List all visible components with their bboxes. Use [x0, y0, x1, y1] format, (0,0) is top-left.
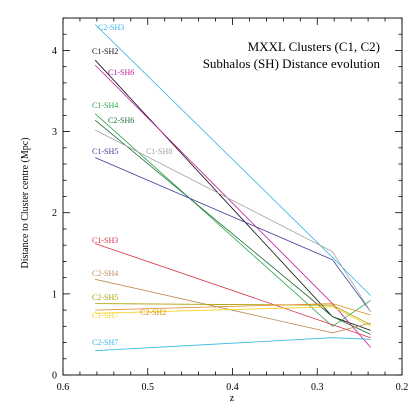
series-line-c1-sh4 — [94, 113, 371, 327]
series-label-c2-sh4: C2-SH4 — [92, 269, 118, 278]
series-labels: C2-SH3 C1-SH2 C1-SH6 C1-SH4 C2-SH6 C1-SH5 C1-S… — [92, 23, 172, 347]
x-tick-label: 0.2 — [396, 382, 409, 393]
series-label-c1-sh5: C1-SH5 — [92, 147, 118, 156]
series-label-c2-sh6: C2-SH6 — [108, 116, 134, 125]
x-axis-label: z — [230, 393, 235, 404]
x-tick-label: 0.5 — [142, 382, 155, 393]
series-line-c2-sh5 — [95, 303, 371, 326]
x-tick-label: 0.4 — [226, 382, 239, 393]
chart-title: MXXL Clusters (C1, C2) — [248, 39, 380, 54]
series-line-c1-sh3 — [95, 243, 371, 339]
series-label-c2-sh2: C2-SH2 — [140, 308, 166, 317]
x-tick-label: 0.6 — [57, 382, 70, 393]
series-lines — [94, 24, 371, 352]
series-label-c1-sh6: C1-SH6 — [108, 68, 134, 77]
series-line-c2-sh7 — [95, 337, 371, 352]
series-line-c2-sh2 — [95, 303, 371, 316]
series-label-c2-sh5: C2-SH5 — [92, 293, 118, 302]
series-label-c2-sh3: C2-SH3 — [98, 23, 124, 32]
y-tick-label: 3 — [52, 127, 57, 138]
y-axis-label: Distance to Cluster centre (Mpc) — [20, 137, 31, 268]
axis-ticks: 0.6 0.5 0.4 0.3 0.2 0 1 2 3 4 — [52, 17, 409, 393]
y-tick-label: 0 — [52, 371, 57, 382]
series-label-c1-sh4: C1-SH4 — [92, 101, 118, 110]
series-label-c1-sh3: C1-SH3 — [92, 236, 118, 245]
series-label-c1-sh7: C1-SH7 — [92, 311, 118, 320]
series-line-c1-sh8 — [95, 129, 371, 312]
y-tick-label: 1 — [52, 289, 57, 300]
series-line-c2-sh3 — [94, 24, 371, 296]
chart-subtitle: Subhalos (SH) Distance evolution — [203, 56, 381, 71]
series-line-c2-sh4 — [95, 278, 371, 334]
series-line-c1-sh2 — [94, 59, 371, 331]
series-line-c2-sh6 — [94, 119, 371, 335]
series-line-c1-sh7 — [95, 306, 371, 327]
x-tick-label: 0.3 — [311, 382, 324, 393]
y-tick-label: 4 — [52, 46, 57, 57]
series-line-c1-sh5 — [95, 157, 371, 312]
series-label-c1-sh8: C1-SH8 — [146, 147, 172, 156]
y-tick-label: 2 — [52, 208, 57, 219]
series-label-c2-sh7: C2-SH7 — [92, 338, 118, 347]
series-label-c1-sh2: C1-SH2 — [92, 47, 118, 56]
